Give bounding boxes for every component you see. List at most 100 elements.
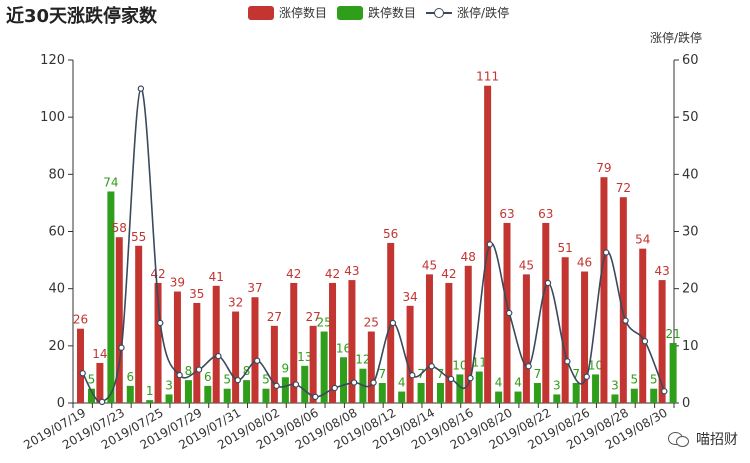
ratio-point — [253, 357, 261, 364]
bar-up-label: 45 — [519, 258, 534, 272]
bar-up-label: 32 — [228, 296, 243, 310]
bar-up — [522, 274, 530, 403]
legend-swatch-down — [337, 5, 364, 20]
bar-up-label: 42 — [150, 267, 165, 281]
bar-down — [398, 391, 406, 403]
bar-up-label: 51 — [558, 241, 573, 255]
bar-down-label: 11 — [472, 356, 487, 370]
bar-down — [262, 388, 270, 403]
bar-up-label: 58 — [112, 221, 127, 235]
bar-down-label: 3 — [553, 378, 561, 392]
bar-up-label: 79 — [596, 161, 611, 175]
bar-down — [456, 374, 464, 403]
bar-up-label: 42 — [441, 267, 456, 281]
bar-down — [378, 382, 386, 403]
bar-down-label: 7 — [378, 367, 386, 381]
bar-up-label: 54 — [635, 233, 650, 247]
bar-up — [329, 282, 337, 403]
bar-down — [572, 382, 580, 403]
bar-down — [107, 191, 115, 403]
bar-down-label: 4 — [495, 376, 503, 390]
y-left-tick-label: 40 — [48, 282, 65, 297]
bar-down — [611, 394, 619, 403]
bar-down-label: 13 — [297, 350, 312, 364]
bar-down-label: 5 — [88, 373, 96, 387]
ratio-point — [641, 338, 649, 345]
bar-up — [270, 325, 278, 403]
bar-down — [592, 374, 600, 403]
y-right-tick-label: 0 — [682, 396, 690, 411]
bar-up-label: 63 — [499, 207, 514, 221]
ratio-point — [467, 374, 474, 382]
bar-up-label: 34 — [402, 290, 417, 304]
bar-up-label: 55 — [131, 230, 146, 244]
bar-down-label: 4 — [514, 376, 522, 390]
bar-up-label: 48 — [461, 250, 476, 264]
y-left-tick-label: 80 — [48, 167, 65, 182]
chart-title: 近30天涨跌停家数 — [6, 6, 158, 27]
bar-up-label: 27 — [267, 310, 282, 324]
bar-up-label: 43 — [654, 264, 669, 278]
bar-down — [165, 394, 173, 403]
legend-item-ratio[interactable]: 涨停/跌停 — [426, 4, 509, 21]
bar-down-label: 21 — [665, 327, 680, 341]
bar-down — [184, 380, 192, 403]
ratio-point — [137, 85, 145, 92]
bar-up-label: 45 — [422, 258, 437, 272]
bar-down-label: 7 — [437, 367, 445, 381]
ratio-point — [544, 279, 552, 287]
bar-up — [464, 265, 472, 403]
ratio-point — [273, 382, 280, 390]
ratio-point — [409, 372, 416, 379]
ratio-point — [118, 344, 125, 351]
bar-up — [135, 245, 143, 403]
bar-down — [340, 357, 348, 403]
bar-down-label: 10 — [588, 358, 603, 372]
ratio-point — [602, 249, 610, 256]
legend-item-down[interactable]: 跌停数目 — [337, 4, 416, 21]
bar-up — [251, 297, 259, 403]
bar-down-label: 16 — [336, 341, 351, 355]
bar-up-label: 27 — [306, 310, 321, 324]
bar-up — [639, 248, 647, 403]
bar-up — [367, 331, 375, 403]
ratio-point — [447, 375, 455, 383]
bar-up-label: 37 — [247, 281, 262, 295]
bar-down-label: 9 — [282, 361, 290, 375]
bar-up — [290, 282, 298, 403]
watermark-text: 喵招财 — [696, 432, 738, 448]
bar-down — [495, 391, 503, 403]
bar-down — [533, 382, 541, 403]
bar-up — [406, 305, 414, 403]
bar-down — [204, 385, 212, 403]
bar-down-label: 5 — [262, 373, 270, 387]
legend-item-up[interactable]: 涨停数目 — [248, 4, 327, 21]
bar-up — [96, 362, 104, 403]
bar-up — [154, 282, 162, 403]
y-right-tick-label: 60 — [682, 53, 699, 68]
ratio-point — [525, 363, 532, 370]
bar-up — [193, 302, 201, 403]
y-left-tick-label: 20 — [48, 339, 65, 354]
bar-up — [600, 177, 608, 403]
bar-down — [436, 382, 444, 403]
bar-down-label: 3 — [165, 378, 173, 392]
y-left-tick-label: 100 — [40, 110, 65, 125]
bar-down — [475, 371, 483, 403]
ratio-point — [215, 352, 222, 360]
bar-up-label: 42 — [325, 267, 340, 281]
bar-up-label: 14 — [92, 347, 107, 361]
bar-up — [115, 237, 123, 403]
bar-down-label: 7 — [534, 367, 542, 381]
bar-up-label: 46 — [577, 256, 592, 270]
y-right-tick-label: 40 — [682, 167, 699, 182]
bar-down — [243, 380, 251, 403]
ratio-point — [486, 241, 494, 248]
bar-down — [417, 382, 425, 403]
bar-up — [348, 280, 356, 403]
ratio-point — [389, 319, 397, 327]
bar-up — [309, 325, 317, 403]
bar-up-label: 35 — [189, 287, 204, 301]
bar-down-label: 5 — [631, 373, 639, 387]
bar-down-label: 5 — [223, 373, 231, 387]
